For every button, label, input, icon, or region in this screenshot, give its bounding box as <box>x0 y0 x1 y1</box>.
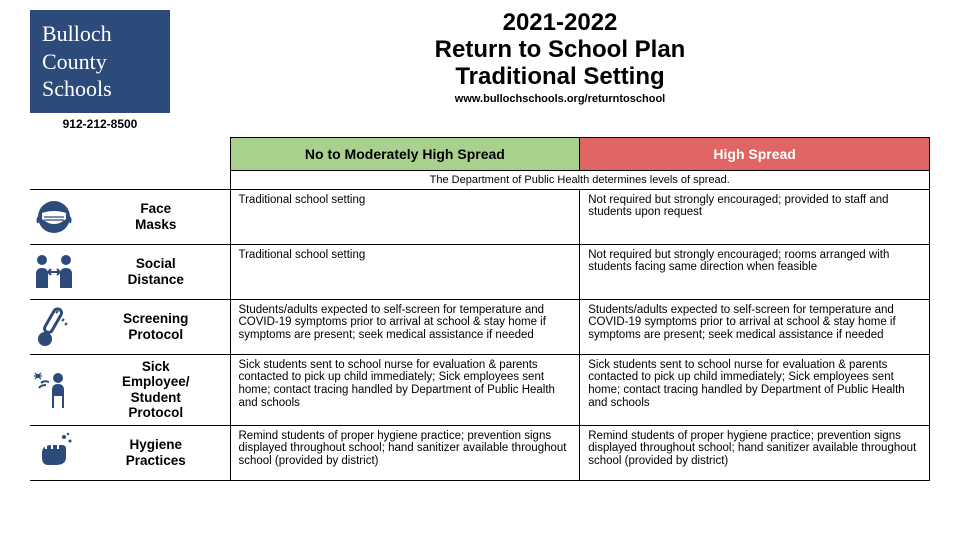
row-label-cell: ScreeningProtocol <box>30 299 230 354</box>
site-url: www.bullochschools.org/returntoschool <box>190 93 930 105</box>
table-row: SickEmployee/StudentProtocolSick student… <box>30 354 930 425</box>
row-low-cell: Remind students of proper hygiene practi… <box>230 425 580 480</box>
phone-number: 912-212-8500 <box>30 117 170 131</box>
page: Bulloch County Schools 912-212-8500 2021… <box>0 0 960 481</box>
row-label-text: HygienePractices <box>88 437 224 468</box>
header-spacer <box>30 137 230 170</box>
district-logo: Bulloch County Schools <box>30 10 170 113</box>
thermometer-icon <box>30 304 78 350</box>
mask-icon <box>30 194 78 240</box>
wash-icon <box>30 430 78 476</box>
title-line1: 2021-2022 <box>190 10 930 37</box>
spread-note: The Department of Public Health determin… <box>230 170 930 189</box>
table-row: HygienePracticesRemind students of prope… <box>30 425 930 480</box>
logo-line3: Schools <box>42 75 158 103</box>
distance-icon <box>30 249 78 295</box>
table-row: ScreeningProtocolStudents/adults expecte… <box>30 299 930 354</box>
header-area: Bulloch County Schools 912-212-8500 2021… <box>30 10 930 131</box>
row-label-text: ScreeningProtocol <box>88 311 224 342</box>
title-column: 2021-2022 Return to School Plan Traditio… <box>190 10 930 105</box>
header-low-spread: No to Moderately High Spread <box>230 137 580 170</box>
logo-column: Bulloch County Schools 912-212-8500 <box>30 10 170 131</box>
row-label-text: SocialDistance <box>88 256 224 287</box>
row-low-cell: Traditional school setting <box>230 244 580 299</box>
title-line3: Traditional Setting <box>190 64 930 91</box>
plan-table: No to Moderately High SpreadHigh SpreadT… <box>30 137 930 481</box>
title-line2: Return to School Plan <box>190 37 930 64</box>
note-spacer <box>30 170 230 189</box>
row-label-text: FaceMasks <box>88 201 224 232</box>
logo-line2: County <box>42 48 158 76</box>
logo-line1: Bulloch <box>42 20 158 48</box>
page-title: 2021-2022 Return to School Plan Traditio… <box>190 10 930 91</box>
row-label-cell: SickEmployee/StudentProtocol <box>30 354 230 425</box>
row-high-cell: Remind students of proper hygiene practi… <box>580 425 930 480</box>
row-label-cell: FaceMasks <box>30 189 230 244</box>
row-label-cell: HygienePractices <box>30 425 230 480</box>
sick-icon <box>30 367 78 413</box>
table-row: SocialDistanceTraditional school setting… <box>30 244 930 299</box>
row-label-text: SickEmployee/StudentProtocol <box>88 359 224 421</box>
header-high-spread: High Spread <box>580 137 930 170</box>
row-high-cell: Not required but strongly encouraged; ro… <box>580 244 930 299</box>
row-low-cell: Traditional school setting <box>230 189 580 244</box>
row-high-cell: Sick students sent to school nurse for e… <box>580 354 930 425</box>
row-low-cell: Students/adults expected to self-screen … <box>230 299 580 354</box>
row-high-cell: Students/adults expected to self-screen … <box>580 299 930 354</box>
plan-table-wrap: No to Moderately High SpreadHigh SpreadT… <box>30 137 930 481</box>
row-label-cell: SocialDistance <box>30 244 230 299</box>
row-low-cell: Sick students sent to school nurse for e… <box>230 354 580 425</box>
row-high-cell: Not required but strongly encouraged; pr… <box>580 189 930 244</box>
table-row: FaceMasksTraditional school settingNot r… <box>30 189 930 244</box>
